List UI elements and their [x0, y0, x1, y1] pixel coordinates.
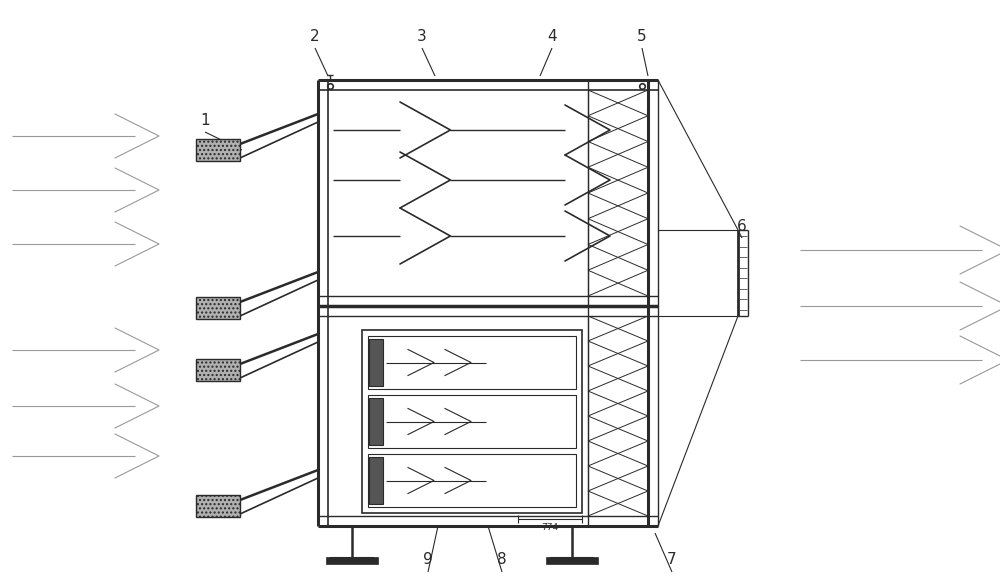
Bar	[326, 557, 378, 564]
Bar	[196, 359, 240, 381]
Text: 5: 5	[637, 28, 647, 44]
Text: 9: 9	[423, 553, 433, 567]
Bar	[369, 457, 383, 504]
Bar	[362, 330, 582, 513]
Bar	[368, 395, 576, 448]
Text: 3: 3	[417, 28, 427, 44]
Bar	[369, 398, 383, 445]
Bar	[196, 495, 240, 517]
Bar	[368, 454, 576, 507]
Text: 8: 8	[497, 553, 507, 567]
Text: 4: 4	[547, 28, 557, 44]
Bar	[546, 557, 598, 564]
Bar	[368, 336, 576, 389]
Text: 1: 1	[200, 112, 210, 128]
Text: 6: 6	[737, 219, 747, 233]
Text: 774: 774	[541, 523, 559, 532]
Bar	[196, 297, 240, 319]
Bar	[369, 339, 383, 386]
Text: 7: 7	[667, 553, 677, 567]
Bar	[196, 139, 240, 161]
Text: 2: 2	[310, 28, 320, 44]
